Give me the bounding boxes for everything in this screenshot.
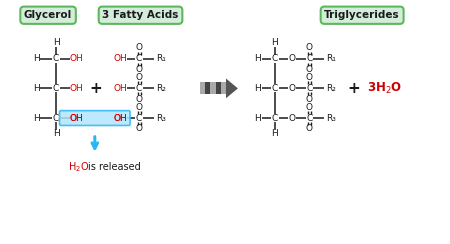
Text: O: O (135, 43, 142, 52)
Text: O: O (135, 95, 142, 104)
Text: R₃: R₃ (326, 113, 336, 122)
Text: O: O (135, 103, 142, 112)
Text: C: C (53, 113, 59, 122)
Text: OH: OH (69, 113, 83, 122)
Text: H: H (254, 84, 261, 93)
Text: OH: OH (114, 113, 127, 122)
Text: C: C (271, 54, 278, 63)
Text: +: + (90, 81, 102, 96)
Text: C: C (53, 84, 59, 93)
Text: R₂: R₂ (326, 84, 336, 93)
Text: H: H (271, 38, 278, 47)
Polygon shape (216, 82, 221, 94)
Text: +: + (348, 81, 360, 96)
Text: O: O (306, 95, 313, 104)
Text: O: O (135, 124, 142, 133)
Text: Triglycerides: Triglycerides (324, 10, 400, 20)
Text: C: C (135, 54, 142, 63)
Text: O: O (135, 73, 142, 82)
Text: OH: OH (114, 54, 127, 63)
Text: R₃: R₃ (157, 113, 166, 122)
Text: R₁: R₁ (326, 54, 336, 63)
Text: O: O (306, 124, 313, 133)
Text: O: O (306, 103, 313, 112)
Text: OH: OH (69, 113, 83, 122)
Text: Glycerol: Glycerol (24, 10, 72, 20)
Text: OH: OH (69, 54, 83, 63)
FancyBboxPatch shape (59, 111, 130, 125)
Text: C: C (135, 113, 142, 122)
Text: 3 Fatty Acids: 3 Fatty Acids (102, 10, 179, 20)
Text: H: H (53, 38, 59, 47)
Text: C: C (306, 84, 313, 93)
Text: H: H (254, 113, 261, 122)
Text: is released: is released (88, 163, 141, 173)
Text: O: O (306, 43, 313, 52)
Polygon shape (226, 79, 238, 98)
Text: H: H (33, 113, 40, 122)
Text: O: O (288, 54, 295, 63)
Polygon shape (211, 82, 216, 94)
Text: C: C (271, 113, 278, 122)
Text: O: O (288, 113, 295, 122)
Text: H: H (33, 84, 40, 93)
Text: C: C (53, 54, 59, 63)
Text: C: C (306, 54, 313, 63)
Text: H: H (53, 129, 59, 138)
Text: O: O (306, 65, 313, 74)
Text: C: C (306, 113, 313, 122)
Polygon shape (200, 82, 205, 94)
Polygon shape (205, 82, 211, 94)
Text: H$_2$O: H$_2$O (68, 161, 90, 174)
Text: 3H$_2$O: 3H$_2$O (367, 81, 402, 96)
Text: O: O (306, 73, 313, 82)
Text: R₁: R₁ (157, 54, 166, 63)
Text: C: C (271, 84, 278, 93)
Text: R₂: R₂ (157, 84, 166, 93)
Text: OH: OH (114, 84, 127, 93)
Text: H: H (33, 54, 40, 63)
Text: OH: OH (114, 113, 127, 122)
Text: O: O (288, 84, 295, 93)
Text: O: O (135, 65, 142, 74)
Polygon shape (221, 82, 226, 94)
Text: H: H (271, 129, 278, 138)
Text: H: H (254, 54, 261, 63)
Text: OH: OH (69, 84, 83, 93)
Text: C: C (135, 84, 142, 93)
